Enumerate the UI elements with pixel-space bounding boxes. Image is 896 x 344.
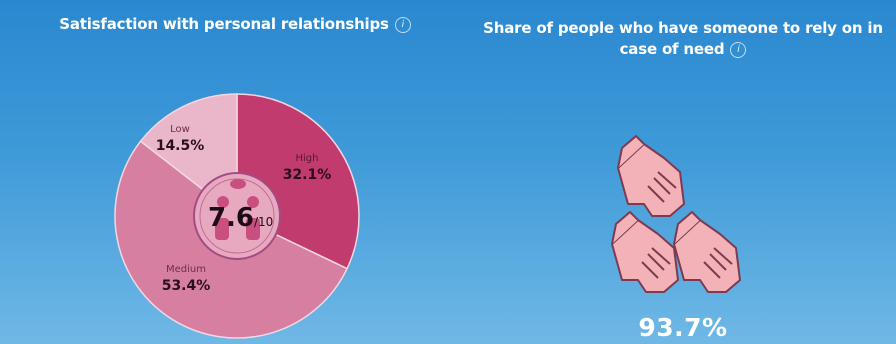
pie-value-label: 53.4% [162, 278, 211, 294]
satisfaction-title-text: Satisfaction with personal relationships [59, 15, 389, 33]
people-icon [215, 179, 260, 240]
reliance-title-text: Share of people who have someone to rely… [483, 19, 883, 58]
hand-icon-left [611, 211, 679, 293]
center-badge-inner-ring [199, 178, 275, 254]
center-scale: /10 [254, 215, 273, 229]
satisfaction-title: Satisfaction with personal relationships… [0, 14, 470, 35]
satisfaction-pie-chart: High 32.1% Medium 53.4% Low 14.5% 7.6/10 [114, 93, 360, 339]
info-icon[interactable]: i [394, 16, 411, 33]
pie-value-label: 32.1% [283, 167, 332, 183]
pie-category-label: High [296, 153, 319, 164]
hand-icon-right [673, 211, 741, 293]
info-icon[interactable]: i [730, 41, 747, 58]
pie-value-label: 14.5% [156, 138, 205, 154]
pie-category-label: Low [170, 124, 190, 135]
center-score: 7.6 [208, 203, 254, 233]
reliance-title: Share of people who have someone to rely… [470, 18, 896, 60]
satisfaction-panel: Satisfaction with personal relationships… [0, 14, 470, 339]
reliance-panel: Share of people who have someone to rely… [470, 0, 896, 344]
reliance-percentage: 93.7% [638, 313, 728, 342]
pie-category-label: Medium [166, 264, 206, 275]
hand-icon-top [617, 135, 685, 217]
hands-icon [611, 135, 741, 293]
